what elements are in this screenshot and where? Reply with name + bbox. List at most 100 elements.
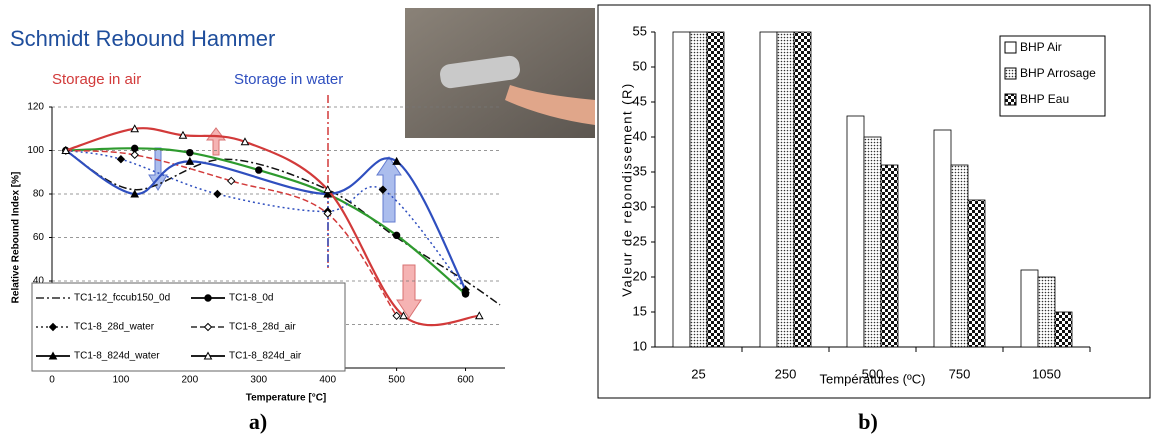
legend-label: TC1-8_28d_air — [229, 322, 296, 333]
bar — [950, 164, 969, 348]
bar — [880, 164, 899, 348]
point — [203, 322, 213, 332]
y-tick-label: 55 — [633, 23, 647, 38]
point — [240, 137, 250, 146]
series-line — [65, 149, 501, 306]
legend-label: TC1-12_fccub150_0d — [74, 293, 170, 304]
legend-swatch — [1004, 93, 1017, 106]
y-tick-label: 10 — [633, 338, 647, 353]
x-axis-label: Temperature [°C] — [246, 393, 327, 404]
legend-box — [999, 35, 1106, 117]
x-tick-label: 250 — [775, 366, 797, 381]
legend: TC1-12_fccub150_0d TC1-8_0d TC1-8_28d_wate… — [31, 282, 346, 372]
annotation: Storage in water — [234, 71, 343, 88]
legend-label: BHP Eau — [1020, 92, 1069, 106]
annotation: Storage in air — [52, 71, 141, 88]
x-tick-label: 600 — [457, 375, 474, 386]
point — [399, 311, 408, 320]
legend-label: BHP Arrosage — [1020, 66, 1096, 80]
y-tick-label: 100 — [27, 145, 44, 156]
x-tick-label: 500 — [388, 375, 405, 386]
legend-box — [31, 282, 346, 372]
x-tick-label: 0 — [49, 375, 55, 386]
point — [131, 144, 139, 153]
x-tick-label: 200 — [182, 375, 199, 386]
y-axis-label: Relative Rebound Index [%] — [11, 172, 22, 304]
point — [213, 189, 222, 199]
bar — [793, 31, 812, 348]
y-tick-label: 25 — [633, 233, 647, 248]
y-tick-label: 15 — [633, 303, 647, 318]
point — [226, 176, 236, 186]
bar — [776, 31, 795, 348]
y-tick-label: 30 — [633, 198, 647, 213]
x-axis-label: Températures (ºC) — [820, 371, 926, 386]
legend-label: TC1-8_28d_water — [74, 322, 155, 333]
x-tick-label: 500 — [862, 366, 884, 381]
bar — [672, 31, 691, 348]
legend-swatch — [1004, 67, 1017, 80]
bar — [863, 136, 882, 348]
point — [323, 209, 332, 218]
x-tick-label: 300 — [250, 375, 267, 386]
x-tick-label: 25 — [691, 366, 705, 381]
point — [392, 311, 401, 321]
bar — [759, 31, 778, 348]
x-tick-label: 750 — [949, 366, 971, 381]
y-tick-label: 60 — [33, 232, 45, 243]
point — [185, 156, 195, 165]
x-tick-label: 1050 — [1032, 366, 1061, 381]
point — [186, 148, 194, 157]
y-tick-label: 120 — [27, 102, 44, 113]
legend-label: TC1-8_824d_air — [229, 351, 302, 362]
y-tick-label: 40 — [633, 128, 647, 143]
x-tick-label: 400 — [319, 375, 336, 386]
panel-frame — [597, 4, 1151, 399]
y-tick-label: 35 — [633, 163, 647, 178]
x-tick-label: 100 — [113, 375, 130, 386]
point — [392, 231, 401, 240]
panel-label: b) — [858, 409, 878, 434]
y-axis-label: Valeur de rebondissement (R) — [619, 82, 634, 296]
bar — [967, 199, 986, 348]
legend-swatch — [1004, 41, 1017, 54]
y-tick-label: 50 — [633, 58, 647, 73]
point — [474, 311, 484, 320]
point — [130, 150, 139, 160]
bar — [706, 31, 725, 348]
bar — [689, 31, 708, 348]
bar — [933, 129, 952, 348]
point — [130, 189, 140, 198]
point — [255, 166, 263, 174]
point — [116, 154, 126, 164]
point — [392, 156, 401, 165]
series-line — [65, 149, 398, 317]
legend: BHP Air BHP Arrosage BHP Eau — [999, 35, 1106, 117]
photo — [405, 8, 595, 138]
point — [48, 322, 58, 332]
legend-label: BHP Air — [1020, 40, 1062, 54]
point — [48, 351, 58, 360]
legend-label: TC1-8_0d — [229, 293, 273, 304]
bar — [1054, 311, 1073, 348]
y-tick-label: 45 — [633, 93, 647, 108]
point — [203, 351, 213, 360]
point — [323, 189, 333, 198]
y-tick-label: 20 — [633, 268, 647, 283]
y-tick-label: 40 — [33, 276, 45, 287]
point — [61, 145, 71, 154]
point — [178, 130, 188, 139]
bar — [1037, 276, 1056, 348]
point — [204, 294, 212, 302]
point — [461, 285, 470, 294]
bar — [846, 115, 865, 348]
point — [378, 185, 388, 194]
point — [130, 124, 140, 133]
panel-label: a) — [249, 409, 267, 434]
chart-title: Schmidt Rebound Hammer — [10, 26, 275, 51]
y-tick-label: 80 — [33, 189, 45, 200]
arrows — [148, 127, 422, 319]
legend-label: TC1-8_824d_water — [74, 351, 160, 362]
point — [323, 185, 333, 194]
